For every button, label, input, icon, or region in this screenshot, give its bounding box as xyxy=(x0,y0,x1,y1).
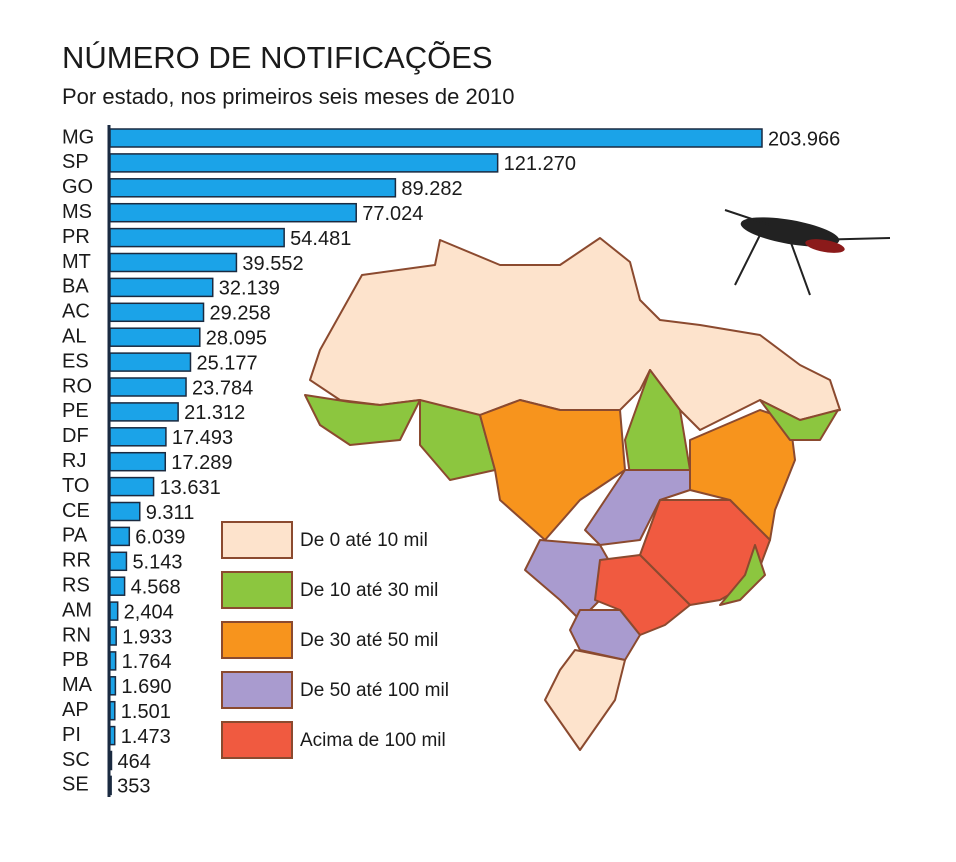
brazil-map xyxy=(304,237,841,751)
category-label: AC xyxy=(62,301,90,323)
bar xyxy=(109,676,117,696)
bar xyxy=(109,700,116,721)
legend-swatch xyxy=(221,571,293,609)
value-label: 17.289 xyxy=(171,452,232,474)
value-label: 28.095 xyxy=(206,327,267,349)
category-label: SC xyxy=(62,749,90,771)
bar xyxy=(109,128,763,148)
category-label: SE xyxy=(62,774,89,796)
legend-swatch xyxy=(221,671,293,709)
value-label: 4.568 xyxy=(131,576,181,598)
subtitle: Por estado, nos primeiros seis meses de … xyxy=(62,84,514,109)
category-label: AL xyxy=(62,325,86,347)
value-label: 121.270 xyxy=(504,153,576,175)
value-label: 9.311 xyxy=(146,502,195,524)
legend-label: Acima de 100 mil xyxy=(300,730,446,751)
legend-swatch xyxy=(221,521,293,559)
bar xyxy=(109,227,285,248)
category-label: ES xyxy=(62,350,89,372)
legend-label: De 10 até 30 mil xyxy=(300,580,438,601)
bar xyxy=(109,526,131,547)
category-label: TO xyxy=(62,475,89,497)
category-label: CE xyxy=(62,500,90,522)
value-label: 29.258 xyxy=(210,303,271,325)
bar xyxy=(109,153,499,173)
value-label: 39.552 xyxy=(242,253,303,275)
category-label: RO xyxy=(62,375,92,397)
category-label: MG xyxy=(62,126,94,148)
value-label: 23.784 xyxy=(192,377,253,399)
value-label: 25.177 xyxy=(196,352,257,374)
value-label: 5.143 xyxy=(132,552,182,574)
bar xyxy=(109,178,397,198)
category-label: PR xyxy=(62,226,90,248)
category-label: GO xyxy=(62,176,93,198)
value-label: 6.039 xyxy=(135,527,185,549)
category-label: MA xyxy=(62,674,93,696)
legend-label: De 50 até 100 mil xyxy=(300,680,449,701)
value-label: 89.282 xyxy=(401,178,462,200)
category-label: AM xyxy=(62,599,92,621)
category-label: PI xyxy=(62,724,81,746)
bar xyxy=(109,651,117,671)
value-label: 203.966 xyxy=(768,128,840,150)
legend-swatch xyxy=(221,721,293,759)
bar xyxy=(109,601,119,621)
category-label: PA xyxy=(62,525,88,547)
legend-swatch xyxy=(221,621,293,659)
value-label: 2,404 xyxy=(124,601,174,623)
bar xyxy=(109,202,357,223)
bar xyxy=(109,427,167,447)
value-label: 1.933 xyxy=(122,626,172,648)
bar xyxy=(109,352,192,372)
category-label: MS xyxy=(62,201,92,223)
bar xyxy=(109,476,155,497)
value-label: 353 xyxy=(117,776,150,798)
bar xyxy=(109,576,126,596)
value-label: 21.312 xyxy=(184,402,245,424)
bar xyxy=(109,750,113,771)
value-label: 17.493 xyxy=(172,427,233,449)
bar xyxy=(109,725,116,746)
bar xyxy=(109,451,167,472)
category-label: BA xyxy=(62,276,89,298)
value-label: 1.501 xyxy=(121,701,171,723)
value-label: 77.024 xyxy=(362,203,423,225)
value-label: 464 xyxy=(117,751,150,773)
category-label: PE xyxy=(62,400,89,422)
bar xyxy=(109,377,187,397)
value-label: 32.139 xyxy=(219,278,280,300)
bar xyxy=(109,551,128,572)
mosquito xyxy=(724,209,891,296)
value-label: 1.764 xyxy=(122,651,172,673)
category-label: RJ xyxy=(62,450,86,472)
bar xyxy=(109,402,179,422)
value-label: 13.631 xyxy=(160,477,221,499)
bar xyxy=(109,775,112,796)
category-label: RR xyxy=(62,550,91,572)
category-label: AP xyxy=(62,699,89,721)
bar xyxy=(109,302,205,323)
bar xyxy=(109,252,238,273)
legend-label: De 30 até 50 mil xyxy=(300,630,438,651)
category-label: RN xyxy=(62,624,91,646)
title: NÚMERO DE NOTIFICAÇÕES xyxy=(62,40,493,75)
bar xyxy=(109,327,201,347)
category-label: DF xyxy=(62,425,89,447)
value-label: 1.473 xyxy=(121,726,171,748)
category-label: PB xyxy=(62,649,89,671)
legend-label: De 0 até 10 mil xyxy=(300,530,428,551)
value-label: 1.690 xyxy=(121,676,171,698)
category-label: SP xyxy=(62,151,89,173)
value-label: 54.481 xyxy=(290,228,351,250)
category-label: MT xyxy=(62,251,91,273)
bar xyxy=(109,626,117,646)
category-label: RS xyxy=(62,574,90,596)
bar xyxy=(109,501,141,522)
bar xyxy=(109,277,214,298)
